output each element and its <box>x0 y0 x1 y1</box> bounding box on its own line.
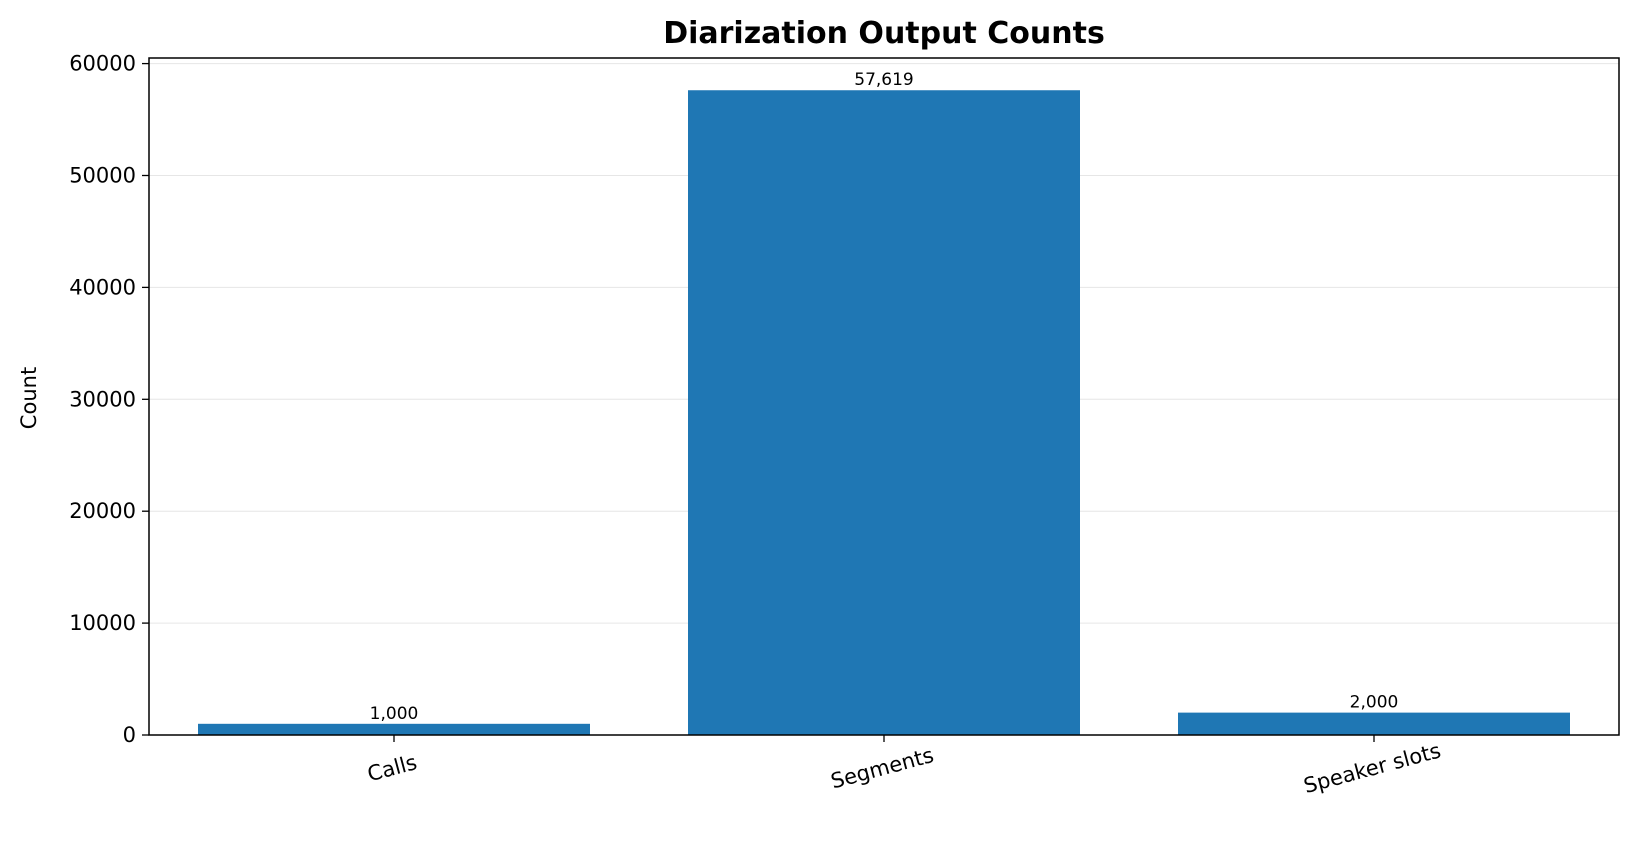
y-tick-label: 0 <box>123 723 136 747</box>
x-tick-label: Calls <box>365 750 420 786</box>
data-labels: 1,000 57,619 2,000 <box>370 70 1399 724</box>
bar-value-label: 57,619 <box>854 70 913 90</box>
y-tick-label: 60000 <box>69 52 136 76</box>
y-tick-label: 30000 <box>69 387 136 411</box>
y-tick-label: 40000 <box>69 275 136 299</box>
bars <box>198 90 1570 735</box>
y-tick-label: 20000 <box>69 499 136 523</box>
bar-speaker-slots <box>1178 712 1570 735</box>
y-tick-label: 10000 <box>69 611 136 635</box>
y-axis-label: Count <box>17 367 41 429</box>
bar-value-label: 1,000 <box>370 704 419 724</box>
bar-calls <box>198 723 590 735</box>
bar-segments <box>688 90 1080 735</box>
chart-title: Diarization Output Counts <box>663 16 1105 51</box>
x-tick-label: Speaker slots <box>1301 738 1443 798</box>
bar-value-label: 2,000 <box>1350 693 1399 713</box>
y-axis-ticks: 0 10000 20000 30000 40000 50000 60000 <box>69 52 149 747</box>
x-axis-ticks: Calls Segments Speaker slots <box>365 735 1443 798</box>
y-tick-label: 50000 <box>69 163 136 187</box>
x-tick-label: Segments <box>828 743 936 793</box>
